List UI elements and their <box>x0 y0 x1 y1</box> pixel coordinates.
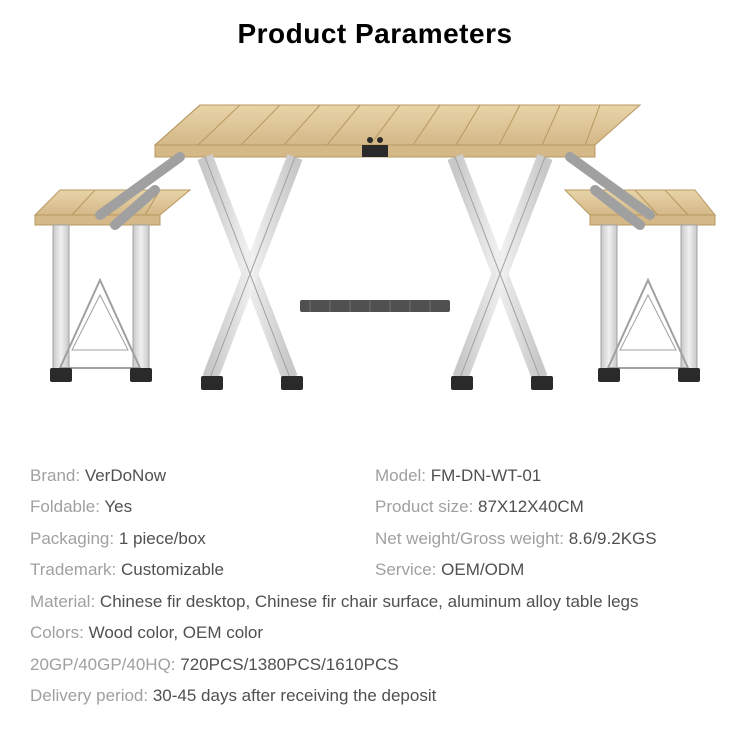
spec-label: 20GP/40GP/40HQ: <box>30 655 180 674</box>
spec-label: Net weight/Gross weight: <box>375 529 569 548</box>
spec-item: Material: Chinese fir desktop, Chinese f… <box>30 586 720 617</box>
spec-item: Trademark: Customizable <box>30 554 375 585</box>
spec-value: VerDoNow <box>85 466 166 485</box>
spec-value: 1 piece/box <box>119 529 206 548</box>
spec-value: 720PCS/1380PCS/1610PCS <box>180 655 398 674</box>
spec-item: Product size: 87X12X40CM <box>375 491 720 522</box>
spec-value: 8.6/9.2KGS <box>569 529 657 548</box>
spec-label: Service: <box>375 560 441 579</box>
spec-value: 87X12X40CM <box>478 497 584 516</box>
specs-table: Brand: VerDoNowModel: FM-DN-WT-01Foldabl… <box>0 420 750 712</box>
spec-value: Yes <box>104 497 132 516</box>
spec-label: Packaging: <box>30 529 119 548</box>
spec-value: Wood color, OEM color <box>89 623 263 642</box>
spec-label: Delivery period: <box>30 686 153 705</box>
spec-item: Delivery period: 30-45 days after receiv… <box>30 680 720 711</box>
spec-item: Model: FM-DN-WT-01 <box>375 460 720 491</box>
spec-label: Trademark: <box>30 560 121 579</box>
spec-item: Net weight/Gross weight: 8.6/9.2KGS <box>375 523 720 554</box>
spec-label: Material: <box>30 592 100 611</box>
spec-value: FM-DN-WT-01 <box>431 466 541 485</box>
spec-item: Foldable: Yes <box>30 491 375 522</box>
product-image <box>0 50 750 420</box>
spec-item: Brand: VerDoNow <box>30 460 375 491</box>
spec-value: Chinese fir desktop, Chinese fir chair s… <box>100 592 639 611</box>
spec-item: Service: OEM/ODM <box>375 554 720 585</box>
specs-two-col: Brand: VerDoNowModel: FM-DN-WT-01Foldabl… <box>30 460 720 586</box>
spec-value: 30-45 days after receiving the deposit <box>153 686 437 705</box>
spec-label: Colors: <box>30 623 89 642</box>
spec-item: Colors: Wood color, OEM color <box>30 617 720 648</box>
spec-value: OEM/ODM <box>441 560 524 579</box>
spec-item: 20GP/40GP/40HQ: 720PCS/1380PCS/1610PCS <box>30 649 720 680</box>
spec-label: Product size: <box>375 497 478 516</box>
spec-label: Model: <box>375 466 431 485</box>
spec-value: Customizable <box>121 560 224 579</box>
spec-item: Packaging: 1 piece/box <box>30 523 375 554</box>
page-title: Product Parameters <box>0 0 750 50</box>
spec-label: Brand: <box>30 466 85 485</box>
specs-full-width: Material: Chinese fir desktop, Chinese f… <box>30 586 720 712</box>
spec-label: Foldable: <box>30 497 104 516</box>
